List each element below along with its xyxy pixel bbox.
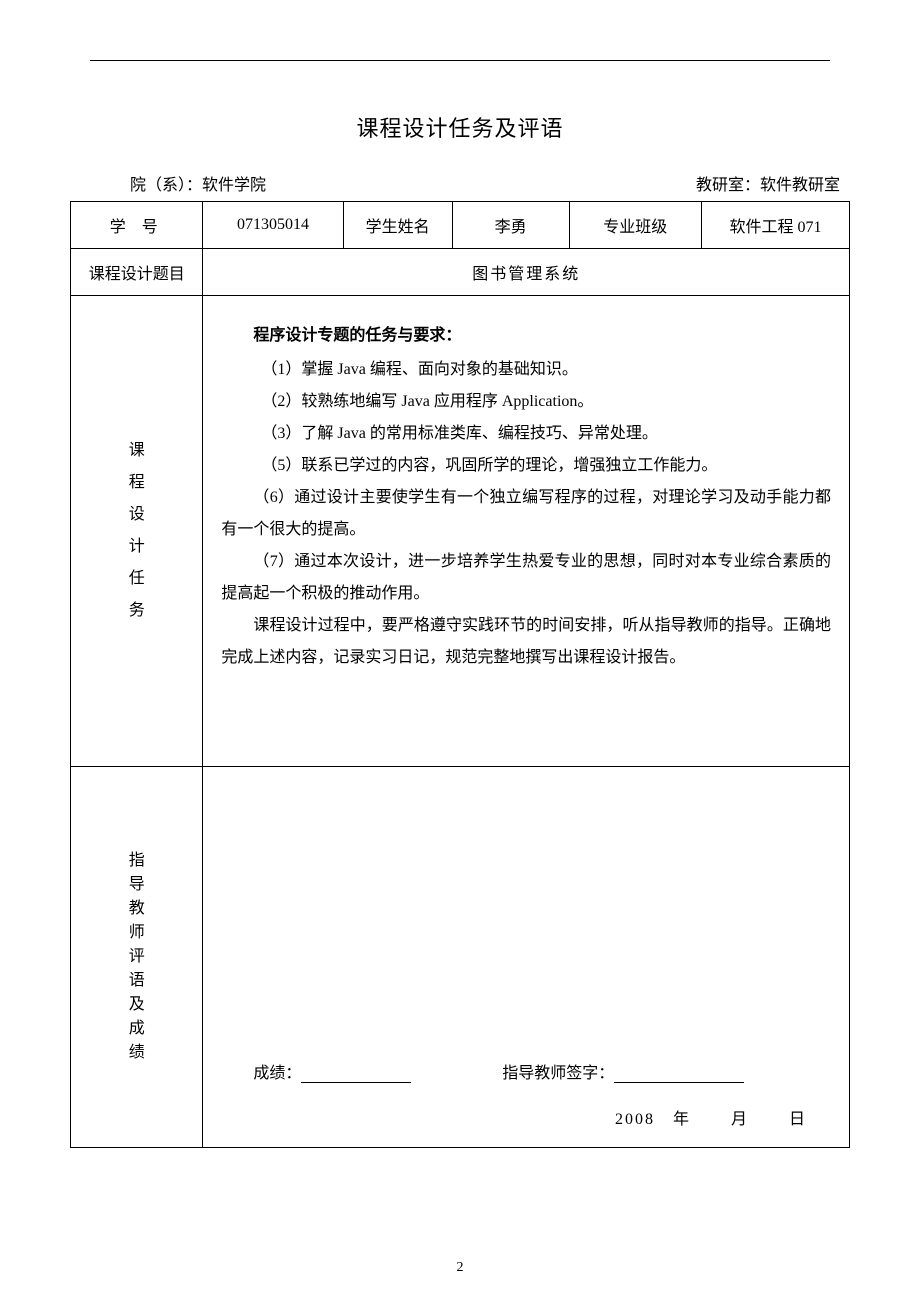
- grade-label: 成绩：: [253, 1065, 301, 1082]
- id-value-cell: 071305014: [203, 202, 343, 249]
- task-vlabel: 课程设计任务: [127, 435, 147, 627]
- main-table: 学 号 071305014 学生姓名 李勇 专业班级 软件工程 071 课程设计…: [70, 201, 850, 1148]
- doc-title: 课程设计任务及评语: [70, 111, 850, 143]
- id-label-cell: 学 号: [71, 202, 203, 249]
- task-body-cell: 程序设计专题的任务与要求： （1）掌握 Java 编程、面向对象的基础知识。 （…: [203, 296, 850, 767]
- grade-underline: [301, 1064, 411, 1083]
- date-row: 2008 年 月 日: [615, 1105, 807, 1129]
- eval-body: 成绩： 指导教师签字： 2008 年 月 日: [203, 767, 849, 1147]
- sign-label: 指导教师签字：: [502, 1065, 614, 1082]
- task-line-2: （2）较熟练地编写 Java 应用程序 Application。: [221, 386, 831, 418]
- task-row: 课程设计任务 程序设计专题的任务与要求： （1）掌握 Java 编程、面向对象的…: [71, 296, 850, 767]
- task-para-1: （6）通过设计主要使学生有一个独立编写程序的过程，对理论学习及动手能力都有一个很…: [221, 482, 831, 546]
- signature-row: 成绩： 指导教师签字：: [203, 1059, 849, 1083]
- class-label-cell: 专业班级: [569, 202, 701, 249]
- office-value: 软件教研室: [760, 177, 840, 194]
- topic-label-cell: 课程设计题目: [71, 249, 203, 296]
- task-body: 程序设计专题的任务与要求： （1）掌握 Java 编程、面向对象的基础知识。 （…: [203, 296, 849, 694]
- task-line-1: （1）掌握 Java 编程、面向对象的基础知识。: [221, 354, 831, 386]
- eval-label-cell: 指导教师评语及成绩: [71, 767, 203, 1148]
- dept-field: 院（系）：软件学院: [130, 171, 266, 195]
- topic-value-cell: 图书管理系统: [203, 249, 850, 296]
- name-label-cell: 学生姓名: [343, 202, 452, 249]
- task-para-2: （7）通过本次设计，进一步培养学生热爱专业的思想，同时对本专业综合素质的提高起一…: [221, 546, 831, 610]
- task-line-4: （5）联系已学过的内容，巩固所学的理论，增强独立工作能力。: [221, 450, 831, 482]
- dept-value: 软件学院: [202, 177, 266, 194]
- header-row: 学 号 071305014 学生姓名 李勇 专业班级 软件工程 071: [71, 202, 850, 249]
- grade-field: 成绩：: [253, 1059, 502, 1083]
- meta-row: 院（系）：软件学院 教研室：软件教研室: [70, 171, 850, 195]
- page: 课程设计任务及评语 院（系）：软件学院 教研室：软件教研室 学 号 071305…: [0, 0, 920, 1302]
- eval-vlabel: 指导教师评语及成绩: [127, 849, 147, 1065]
- date-y: 年: [673, 1111, 691, 1128]
- office-label: 教研室：: [696, 177, 760, 194]
- task-heading: 程序设计专题的任务与要求：: [221, 320, 831, 352]
- date-d: 日: [789, 1111, 807, 1128]
- dept-label: 院（系）：: [130, 177, 202, 194]
- task-line-3: （3）了解 Java 的常用标准类库、编程技巧、异常处理。: [221, 418, 831, 450]
- date-m: 月: [731, 1111, 749, 1128]
- date-year: 2008: [615, 1111, 655, 1128]
- eval-row: 指导教师评语及成绩 成绩： 指导教师签字： 2008 年: [71, 767, 850, 1148]
- page-number: 2: [0, 1260, 920, 1276]
- office-field: 教研室：软件教研室: [696, 171, 840, 195]
- task-para-3: 课程设计过程中，要严格遵守实践环节的时间安排，听从指导教师的指导。正确地完成上述…: [221, 610, 831, 674]
- topic-row: 课程设计题目 图书管理系统: [71, 249, 850, 296]
- task-label-cell: 课程设计任务: [71, 296, 203, 767]
- sign-field: 指导教师签字：: [502, 1059, 819, 1083]
- eval-body-cell: 成绩： 指导教师签字： 2008 年 月 日: [203, 767, 850, 1148]
- sign-underline: [614, 1064, 744, 1083]
- class-value-cell: 软件工程 071: [701, 202, 849, 249]
- header-divider: [90, 60, 830, 61]
- name-value-cell: 李勇: [452, 202, 569, 249]
